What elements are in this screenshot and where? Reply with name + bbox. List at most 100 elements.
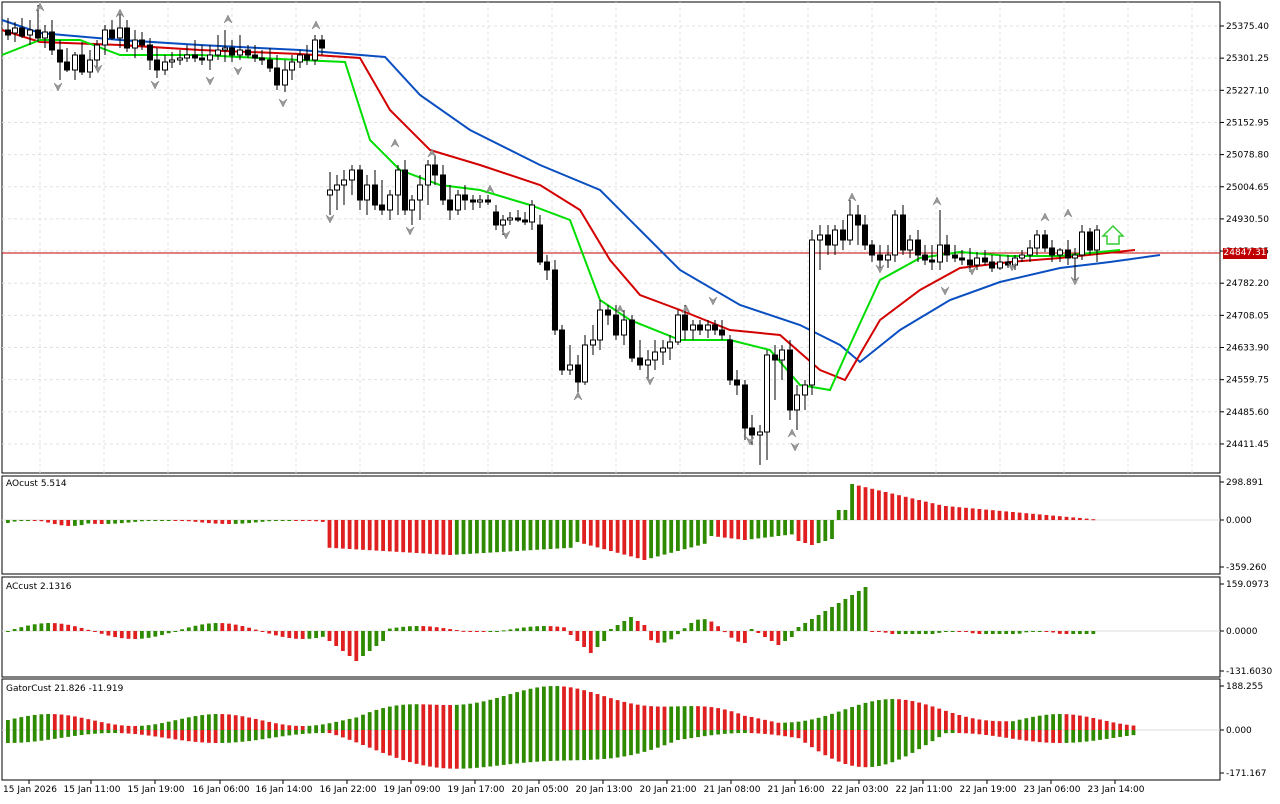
bullish-candle[interactable] — [455, 194, 461, 211]
bearish-candle[interactable] — [1065, 249, 1071, 259]
bearish-candle[interactable] — [877, 254, 883, 261]
bullish-candle[interactable] — [297, 54, 303, 63]
bullish-candle[interactable] — [72, 54, 78, 71]
bearish-candle[interactable] — [559, 329, 565, 371]
bearish-candle[interactable] — [372, 184, 378, 206]
bullish-candle[interactable] — [395, 169, 401, 196]
bullish-candle[interactable] — [282, 69, 288, 86]
bearish-candle[interactable] — [5, 29, 11, 36]
bearish-candle[interactable] — [544, 261, 550, 271]
bullish-candle[interactable] — [417, 184, 423, 201]
bearish-candle[interactable] — [304, 54, 310, 61]
bullish-candle[interactable] — [12, 27, 18, 34]
bullish-candle[interactable] — [177, 57, 183, 61]
bearish-candle[interactable] — [915, 239, 921, 256]
bearish-candle[interactable] — [447, 199, 453, 211]
bullish-candle[interactable] — [885, 254, 891, 261]
bearish-candle[interactable] — [629, 319, 635, 359]
bearish-candle[interactable] — [259, 57, 265, 61]
bullish-candle[interactable] — [660, 347, 666, 353]
bullish-candle[interactable] — [477, 199, 483, 203]
bullish-candle[interactable] — [779, 349, 785, 361]
bearish-candle[interactable] — [199, 57, 205, 61]
bearish-candle[interactable] — [1087, 231, 1093, 251]
bearish-candle[interactable] — [719, 329, 725, 336]
bearish-candle[interactable] — [19, 27, 25, 37]
bearish-candle[interactable] — [522, 219, 528, 223]
bullish-candle[interactable] — [794, 394, 800, 411]
bullish-candle[interactable] — [94, 44, 100, 61]
bearish-candle[interactable] — [787, 349, 793, 411]
bearish-candle[interactable] — [462, 194, 468, 201]
bullish-candle[interactable] — [27, 29, 33, 36]
bullish-candle[interactable] — [757, 431, 763, 436]
bearish-candle[interactable] — [825, 234, 831, 246]
bearish-candle[interactable] — [982, 257, 988, 263]
bearish-candle[interactable] — [139, 39, 145, 46]
bearish-candle[interactable] — [35, 29, 41, 39]
bullish-candle[interactable] — [312, 39, 318, 61]
bearish-candle[interactable] — [967, 259, 973, 266]
bullish-candle[interactable] — [169, 59, 175, 63]
bearish-candle[interactable] — [772, 354, 778, 361]
bullish-candle[interactable] — [705, 324, 711, 331]
bearish-candle[interactable] — [154, 59, 160, 71]
bearish-candle[interactable] — [267, 59, 273, 69]
bullish-candle[interactable] — [327, 189, 333, 196]
bullish-candle[interactable] — [409, 199, 415, 211]
bearish-candle[interactable] — [929, 259, 935, 263]
bullish-candle[interactable] — [597, 309, 603, 341]
bearish-candle[interactable] — [493, 211, 499, 226]
bullish-candle[interactable] — [222, 47, 228, 51]
bullish-candle[interactable] — [690, 324, 696, 331]
bearish-candle[interactable] — [900, 214, 906, 251]
bullish-candle[interactable] — [162, 61, 168, 71]
bullish-candle[interactable] — [675, 314, 681, 343]
bearish-candle[interactable] — [952, 254, 958, 259]
bearish-candle[interactable] — [379, 204, 385, 211]
bullish-candle[interactable] — [645, 359, 651, 366]
bullish-candle[interactable] — [500, 219, 506, 226]
bearish-candle[interactable] — [274, 67, 280, 86]
bearish-candle[interactable] — [742, 384, 748, 429]
bearish-candle[interactable] — [855, 214, 861, 226]
bullish-candle[interactable] — [667, 341, 673, 349]
bearish-candle[interactable] — [245, 49, 251, 56]
bearish-candle[interactable] — [49, 31, 55, 51]
bearish-candle[interactable] — [944, 244, 950, 256]
bearish-candle[interactable] — [485, 199, 491, 203]
bullish-candle[interactable] — [1057, 249, 1063, 256]
bearish-candle[interactable] — [840, 229, 846, 241]
bearish-candle[interactable] — [229, 47, 235, 56]
bullish-candle[interactable] — [507, 217, 513, 221]
bearish-candle[interactable] — [537, 224, 543, 263]
bearish-candle[interactable] — [470, 199, 476, 203]
bullish-candle[interactable] — [802, 384, 808, 396]
bullish-candle[interactable] — [529, 204, 535, 223]
bullish-candle[interactable] — [334, 184, 340, 191]
bullish-candle[interactable] — [117, 27, 123, 39]
bearish-candle[interactable] — [734, 379, 740, 386]
bullish-candle[interactable] — [1079, 231, 1085, 256]
bearish-candle[interactable] — [1049, 247, 1055, 256]
bearish-candle[interactable] — [147, 44, 153, 61]
bearish-candle[interactable] — [712, 324, 718, 331]
bullish-candle[interactable] — [907, 239, 913, 251]
bullish-candle[interactable] — [1034, 234, 1040, 249]
bullish-candle[interactable] — [1027, 247, 1033, 256]
bearish-candle[interactable] — [440, 174, 446, 201]
bearish-candle[interactable] — [869, 244, 875, 256]
bullish-candle[interactable] — [582, 344, 588, 383]
bearish-candle[interactable] — [922, 254, 928, 261]
bearish-candle[interactable] — [109, 29, 115, 39]
bearish-candle[interactable] — [613, 314, 619, 336]
bullish-candle[interactable] — [974, 257, 980, 266]
bearish-candle[interactable] — [552, 269, 558, 331]
bullish-candle[interactable] — [349, 169, 355, 181]
bullish-candle[interactable] — [847, 214, 853, 241]
bullish-candle[interactable] — [832, 229, 838, 246]
bearish-candle[interactable] — [727, 339, 733, 381]
bullish-candle[interactable] — [621, 319, 627, 336]
